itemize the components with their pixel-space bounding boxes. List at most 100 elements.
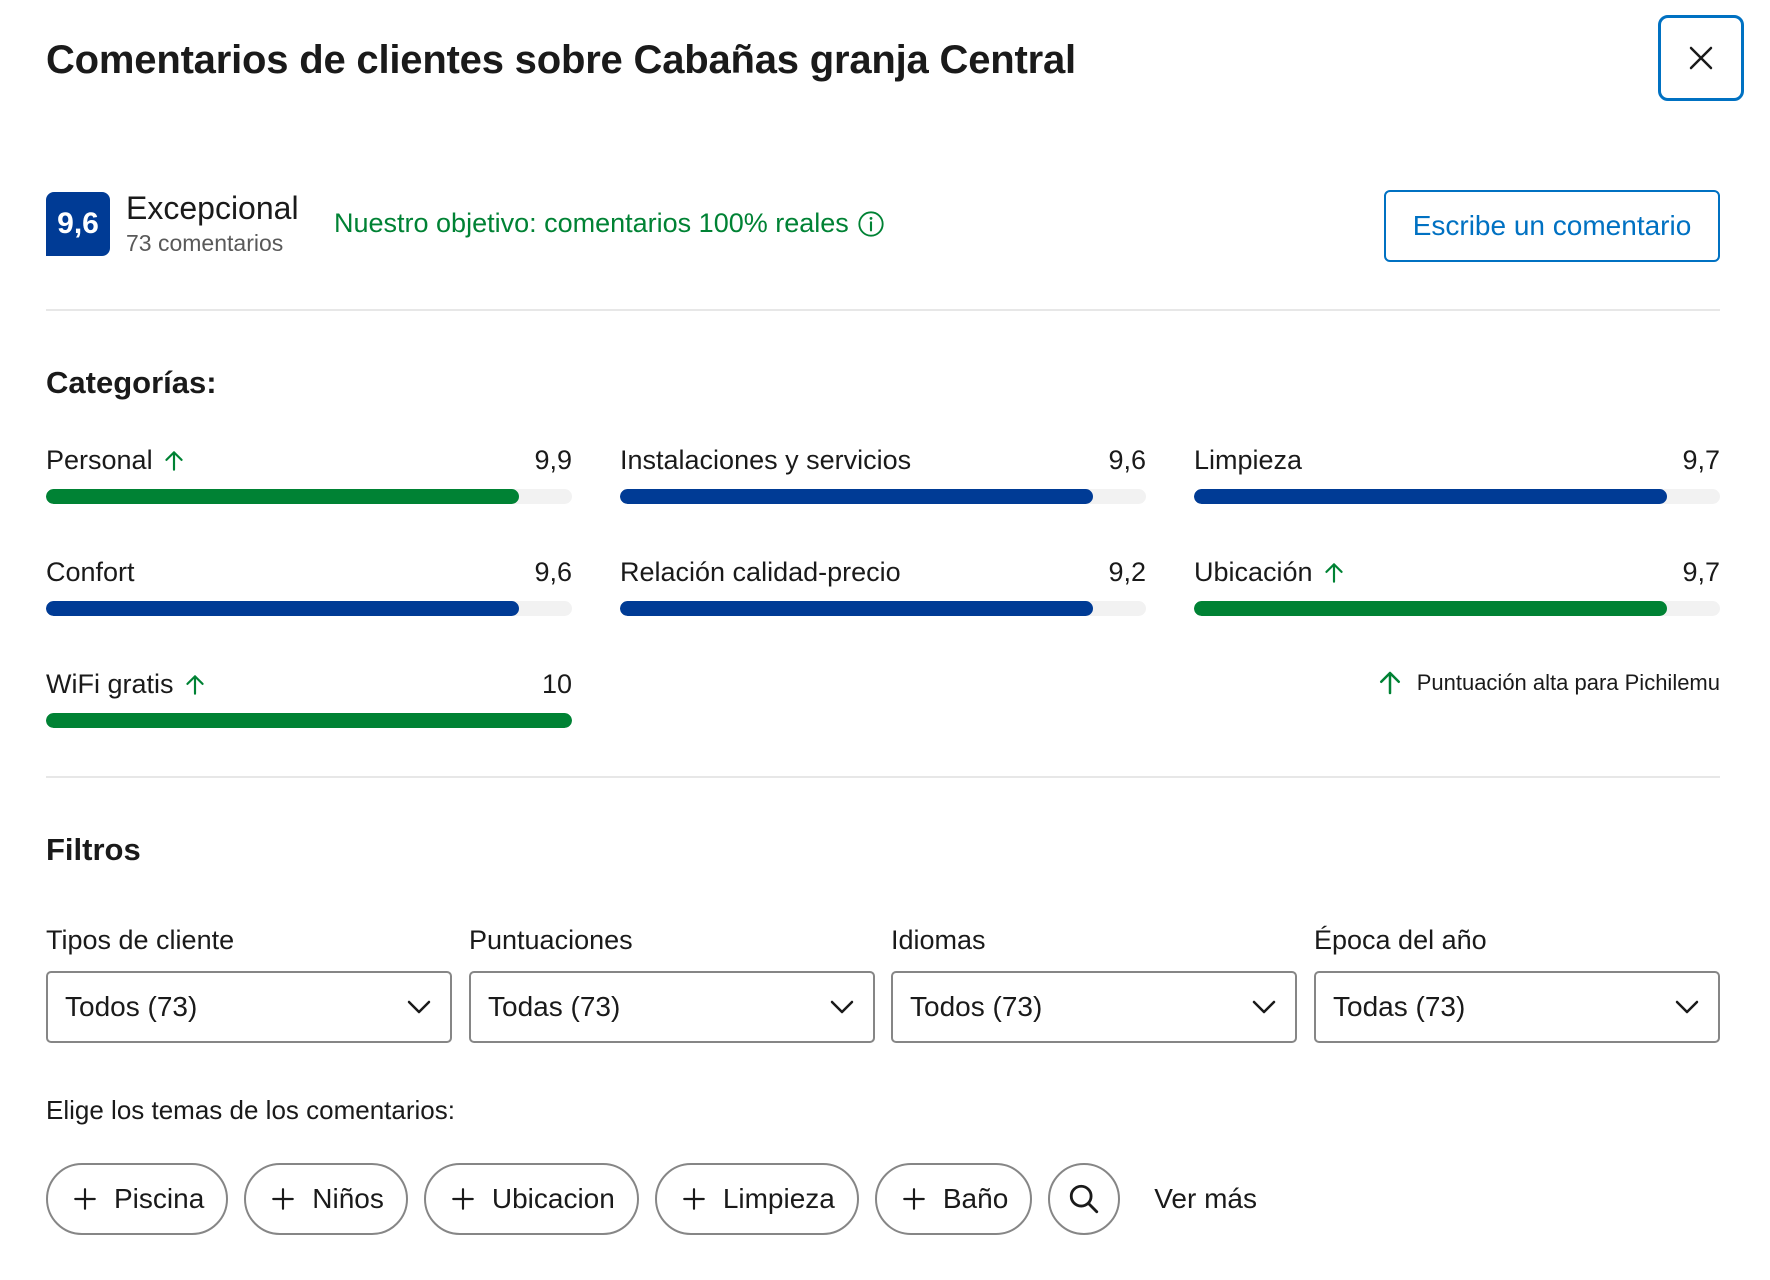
scores-select[interactable]: Todas (73) bbox=[469, 971, 875, 1043]
category-score: 9,6 bbox=[1108, 445, 1146, 475]
chevron-down-icon bbox=[407, 1000, 431, 1014]
category-bar-fill bbox=[46, 489, 520, 504]
select-value: Todas (73) bbox=[1333, 991, 1466, 1022]
search-icon bbox=[1070, 1184, 1099, 1214]
category-label: Limpieza bbox=[1194, 445, 1302, 476]
arrow-up-icon bbox=[185, 674, 204, 695]
high-score-legend: Puntuación alta para Pichilemu bbox=[1375, 668, 1720, 698]
languages-select[interactable]: Todos (73) bbox=[891, 971, 1297, 1043]
category-score: 9,2 bbox=[1108, 557, 1146, 587]
filter-languages: Idiomas Todos (73) bbox=[891, 925, 1297, 1043]
chip-label: Limpieza bbox=[722, 1183, 835, 1214]
category-label: Relación calidad-precio bbox=[620, 557, 901, 588]
select-value: Todos (73) bbox=[910, 991, 1043, 1022]
arrow-up-icon bbox=[1379, 671, 1400, 695]
category-bar-fill bbox=[46, 713, 572, 728]
filter-label: Puntuaciones bbox=[469, 925, 633, 955]
chip-label: Baño bbox=[942, 1183, 1009, 1214]
info-icon[interactable] bbox=[857, 210, 885, 238]
close-icon bbox=[1689, 46, 1713, 70]
category-score: 10 bbox=[541, 669, 572, 699]
plus-icon bbox=[452, 1188, 474, 1210]
select-value: Todos (73) bbox=[65, 991, 198, 1022]
see-more-link[interactable]: Ver más bbox=[1154, 1183, 1257, 1214]
filter-label: Idiomas bbox=[891, 925, 986, 955]
categories-heading: Categorías: bbox=[46, 365, 217, 400]
filter-scores: Puntuaciones Todas (73) bbox=[469, 925, 875, 1043]
filter-client-type: Tipos de cliente Todos (73) bbox=[46, 925, 452, 1043]
category-bar-fill bbox=[1194, 489, 1668, 504]
plus-icon bbox=[272, 1188, 295, 1210]
category-name: WiFi gratis bbox=[46, 669, 174, 699]
category-name: Instalaciones y servicios bbox=[620, 445, 912, 475]
score-summary: 9,6 Excepcional 73 comentarios Nuestro o… bbox=[46, 190, 1720, 262]
category-rating: Ubicación 9,7 bbox=[1194, 557, 1720, 627]
category-rating: WiFi gratis 10 bbox=[46, 669, 572, 739]
category-score: 9,7 bbox=[1682, 445, 1720, 475]
category-score: 9,7 bbox=[1682, 557, 1720, 587]
category-bar-track bbox=[620, 601, 1146, 616]
review-count: 73 comentarios bbox=[126, 230, 284, 256]
topics-label: Elige los temas de los comentarios: bbox=[46, 1095, 455, 1125]
category-rating: Personal 9,9 bbox=[46, 445, 572, 515]
category-bar-track bbox=[46, 713, 572, 728]
filters-heading: Filtros bbox=[46, 832, 141, 867]
select-value: Todas (73) bbox=[488, 991, 621, 1022]
category-bar-fill bbox=[1194, 601, 1668, 616]
objective-link[interactable]: Nuestro objetivo: comentarios 100% reale… bbox=[334, 208, 885, 239]
topic-chips: Piscina Niños Ubicacion Limpieza Baño Ve… bbox=[46, 1163, 1257, 1235]
topic-chip-piscina[interactable]: Piscina bbox=[46, 1163, 229, 1235]
score-badge: 9,6 bbox=[46, 192, 110, 256]
plus-icon bbox=[682, 1188, 705, 1210]
category-label: Ubicación bbox=[1194, 557, 1347, 588]
category-bar-track bbox=[46, 489, 572, 504]
score-word: Excepcional bbox=[126, 190, 299, 226]
close-button[interactable] bbox=[1658, 15, 1744, 101]
topic-chip-ubicacion[interactable]: Ubicacion bbox=[423, 1163, 639, 1235]
filter-label: Época del año bbox=[1314, 925, 1487, 955]
topic-chip-ninos[interactable]: Niños bbox=[244, 1163, 408, 1235]
topic-search-button[interactable] bbox=[1048, 1163, 1121, 1235]
category-name: Relación calidad-precio bbox=[620, 557, 901, 587]
chevron-down-icon bbox=[1675, 1000, 1699, 1014]
topic-chip-bano[interactable]: Baño bbox=[874, 1163, 1033, 1235]
client-type-select[interactable]: Todos (73) bbox=[46, 971, 452, 1043]
category-label: Confort bbox=[46, 557, 135, 588]
plus-icon bbox=[903, 1188, 925, 1210]
category-bar-fill bbox=[620, 601, 1094, 616]
category-bar-track bbox=[620, 489, 1146, 504]
arrow-up-icon bbox=[1324, 562, 1343, 583]
season-select[interactable]: Todas (73) bbox=[1314, 971, 1720, 1043]
category-name: Personal bbox=[46, 445, 153, 475]
category-bar-fill bbox=[620, 489, 1094, 504]
category-bar-track bbox=[1194, 489, 1720, 504]
category-score: 9,6 bbox=[534, 557, 572, 587]
divider bbox=[46, 776, 1720, 778]
category-rating: Instalaciones y servicios 9,6 bbox=[620, 445, 1146, 515]
category-label: Instalaciones y servicios bbox=[620, 445, 911, 476]
plus-icon bbox=[74, 1188, 96, 1210]
chevron-down-icon bbox=[830, 1000, 854, 1014]
filter-season: Época del año Todas (73) bbox=[1314, 925, 1720, 1043]
filter-label: Tipos de cliente bbox=[46, 925, 235, 955]
topic-chip-limpieza[interactable]: Limpieza bbox=[654, 1163, 859, 1235]
category-rating: Relación calidad-precio 9,2 bbox=[620, 557, 1146, 627]
category-bar-fill bbox=[46, 601, 520, 616]
chip-label: Ubicacion bbox=[491, 1183, 615, 1214]
reviews-dialog: Comentarios de clientes sobre Cabañas gr… bbox=[46, 0, 1744, 1280]
dialog-title: Comentarios de clientes sobre Cabañas gr… bbox=[46, 38, 1076, 82]
category-bar-track bbox=[1194, 601, 1720, 616]
write-review-button[interactable]: Escribe un comentario bbox=[1384, 190, 1720, 262]
legend-text: Puntuación alta para Pichilemu bbox=[1416, 670, 1720, 695]
category-score: 9,9 bbox=[534, 445, 572, 475]
category-label: WiFi gratis bbox=[46, 669, 208, 700]
category-name: Ubicación bbox=[1194, 557, 1313, 587]
objective-text: Nuestro objetivo: comentarios 100% reale… bbox=[334, 208, 849, 238]
category-name: Limpieza bbox=[1194, 445, 1303, 475]
category-name: Confort bbox=[46, 557, 135, 587]
category-bar-track bbox=[46, 601, 572, 616]
arrow-up-icon bbox=[164, 450, 183, 471]
chip-label: Piscina bbox=[114, 1183, 205, 1214]
category-label: Personal bbox=[46, 445, 187, 476]
divider bbox=[46, 309, 1720, 311]
